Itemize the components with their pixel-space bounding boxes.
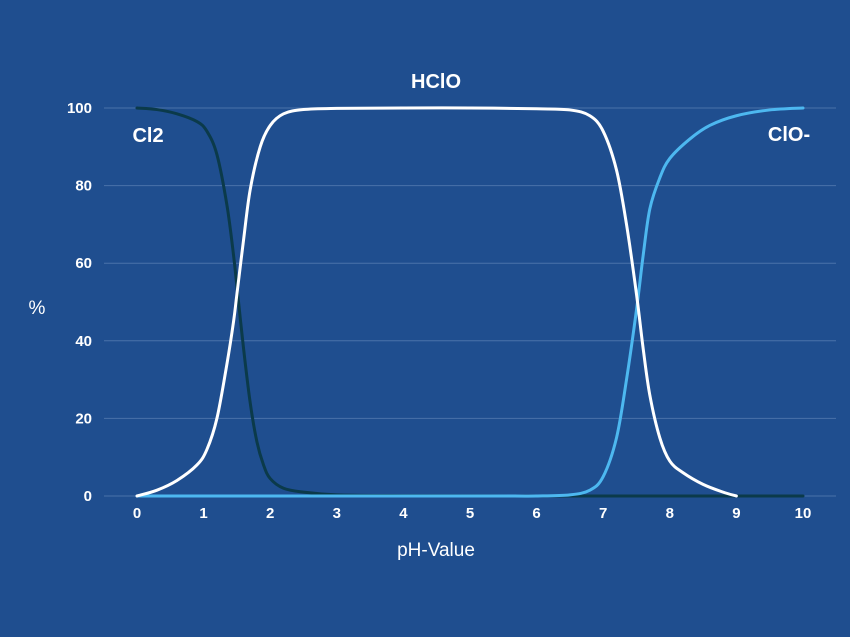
x-tick-label: 9 <box>732 505 740 522</box>
x-tick-label: 6 <box>532 505 540 522</box>
series-labels: Cl2 HClO ClO- <box>132 71 810 147</box>
x-axis-label: pH-Value <box>397 540 475 561</box>
series-lines <box>135 106 805 498</box>
series-label-cl2: Cl2 <box>132 125 163 147</box>
x-tick-label: 8 <box>666 505 674 522</box>
x-tick-label: 5 <box>466 505 474 522</box>
y-tick-label: 60 <box>75 255 92 272</box>
series-line-clo <box>135 106 805 498</box>
x-tick-label: 2 <box>266 505 274 522</box>
y-tick-label: 20 <box>75 410 92 427</box>
x-tick-label: 0 <box>133 505 141 522</box>
y-tick-label: 40 <box>75 333 92 350</box>
x-tick-label: 10 <box>795 505 812 522</box>
series-line-hclo <box>135 106 738 498</box>
y-tick-label: 80 <box>75 178 92 195</box>
series-label-hclo: HClO <box>411 71 461 93</box>
y-tick-label: 0 <box>84 488 92 505</box>
y-axis-label: % <box>29 298 46 319</box>
series-label-clo: ClO- <box>768 124 810 146</box>
x-tick-label: 1 <box>199 505 207 522</box>
tick-labels: 0 20 40 60 80 100 0 1 2 3 4 5 6 7 8 9 10 <box>67 100 811 522</box>
x-tick-label: 3 <box>333 505 341 522</box>
x-tick-label: 4 <box>399 505 408 522</box>
y-tick-label: 100 <box>67 100 92 117</box>
x-tick-label: 7 <box>599 505 607 522</box>
